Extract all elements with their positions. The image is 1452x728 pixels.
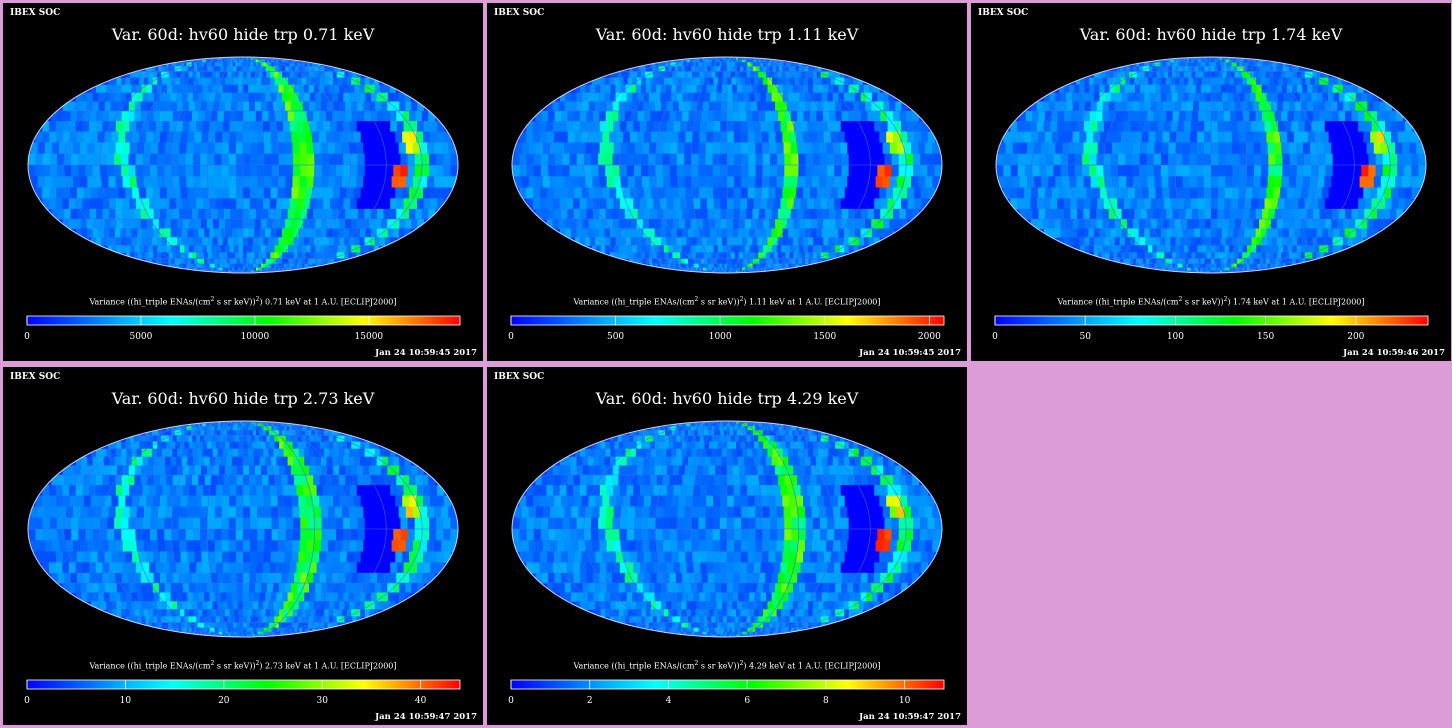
skymap-svg: 0 2 4 6 8 10 bbox=[508, 420, 945, 706]
colorbar bbox=[510, 315, 945, 326]
colorbar-tick-label: 0 bbox=[508, 696, 514, 706]
skymap-svg: 0 5000 10000 15000 bbox=[24, 56, 461, 342]
skymap-outline bbox=[995, 56, 1427, 274]
colorbar-tick-label: 40 bbox=[415, 696, 427, 706]
colorbar-tick-label: 10000 bbox=[241, 332, 270, 342]
timestamp: Jan 24 10:59:46 2017 bbox=[1343, 348, 1445, 358]
skymap-svg: 0 500 1000 1500 2000 bbox=[508, 56, 945, 342]
skymap-panel-1: 0 500 1000 1500 2000 IBEX SOC Var. 60d: hv60… bbox=[487, 3, 967, 361]
colorbar-tick-label: 500 bbox=[607, 332, 624, 342]
chart-title: Var. 60d: hv60 hide trp 0.71 keV bbox=[111, 25, 375, 44]
graticule bbox=[996, 56, 1426, 274]
ibex-soc-label: IBEX SOC bbox=[978, 8, 1029, 18]
skymap-outline bbox=[27, 420, 459, 638]
colorbar-tick-label: 20 bbox=[218, 696, 230, 706]
colorbar-tick-label: 6 bbox=[744, 696, 750, 706]
colorbar-tick-label: 0 bbox=[24, 696, 30, 706]
ibex-soc-label: IBEX SOC bbox=[494, 8, 545, 18]
colorbar-label: Variance ((hi_triple ENAs/(cm2 s sr keV)… bbox=[89, 660, 397, 671]
skymap-panel-4: 0 2 4 6 8 10 IBEX SOC Var. 60d: hv60 hide trp… bbox=[487, 367, 967, 725]
chart-title: Var. 60d: hv60 hide trp 4.29 keV bbox=[595, 389, 859, 408]
colorbar-tick-label: 0 bbox=[508, 332, 514, 342]
chart-title: Var. 60d: hv60 hide trp 2.73 keV bbox=[111, 389, 375, 408]
colorbar-label: Variance ((hi_triple ENAs/(cm2 s sr keV)… bbox=[89, 296, 397, 307]
colorbar-tick-label: 10 bbox=[899, 696, 911, 706]
colorbar-tick-label: 100 bbox=[1167, 332, 1184, 342]
skymap-svg: 0 10 20 30 40 bbox=[24, 420, 461, 706]
colorbar-tick-label: 50 bbox=[1079, 332, 1091, 342]
colorbar bbox=[26, 679, 461, 690]
colorbar-tick-label: 0 bbox=[24, 332, 30, 342]
colorbar-tick-label: 5000 bbox=[129, 332, 152, 342]
colorbar-label: Variance ((hi_triple ENAs/(cm2 s sr keV)… bbox=[573, 660, 881, 671]
timestamp: Jan 24 10:59:45 2017 bbox=[375, 348, 477, 358]
skymap-panel-2: 0 50 100 150 200 IBEX SOC Var. 60d: hv60 hid… bbox=[971, 3, 1451, 361]
colorbar-tick-label: 2000 bbox=[918, 332, 941, 342]
colorbar-tick-label: 8 bbox=[823, 696, 829, 706]
colorbar-tick-label: 200 bbox=[1347, 332, 1364, 342]
colorbar-tick-label: 1500 bbox=[813, 332, 836, 342]
colorbar-tick-label: 0 bbox=[992, 332, 998, 342]
colorbar bbox=[26, 315, 461, 326]
timestamp: Jan 24 10:59:45 2017 bbox=[859, 348, 961, 358]
ibex-soc-label: IBEX SOC bbox=[10, 8, 61, 18]
skymap-outline bbox=[511, 56, 943, 274]
ibex-soc-label: IBEX SOC bbox=[494, 372, 545, 382]
skymap-panel-3: 0 10 20 30 40 IBEX SOC Var. 60d: hv60 hide t… bbox=[3, 367, 483, 725]
skymap-svg: 0 50 100 150 200 bbox=[992, 56, 1429, 342]
timestamp: Jan 24 10:59:47 2017 bbox=[859, 712, 961, 722]
colorbar-label: Variance ((hi_triple ENAs/(cm2 s sr keV)… bbox=[573, 296, 881, 307]
skymap-outline bbox=[511, 420, 943, 638]
colorbar-label: Variance ((hi_triple ENAs/(cm2 s sr keV)… bbox=[1057, 296, 1365, 307]
colorbar-tick-label: 150 bbox=[1257, 332, 1274, 342]
colorbar-tick-label: 15000 bbox=[355, 332, 384, 342]
skymap-panel-0: 0 5000 10000 15000 IBEX SOC Var. 60d: hv60 … bbox=[3, 3, 483, 361]
colorbar-tick-label: 10 bbox=[120, 696, 132, 706]
colorbar-tick-label: 4 bbox=[666, 696, 672, 706]
colorbar-tick-label: 2 bbox=[587, 696, 593, 706]
ibex-soc-label: IBEX SOC bbox=[10, 372, 61, 382]
colorbar-tick-label: 30 bbox=[317, 696, 329, 706]
skymap-outline bbox=[27, 56, 459, 274]
chart-title: Var. 60d: hv60 hide trp 1.74 keV bbox=[1079, 25, 1343, 44]
timestamp: Jan 24 10:59:47 2017 bbox=[375, 712, 477, 722]
colorbar bbox=[994, 315, 1429, 326]
colorbar-tick-label: 1000 bbox=[709, 332, 732, 342]
colorbar bbox=[510, 679, 945, 690]
chart-title: Var. 60d: hv60 hide trp 1.11 keV bbox=[595, 25, 859, 44]
